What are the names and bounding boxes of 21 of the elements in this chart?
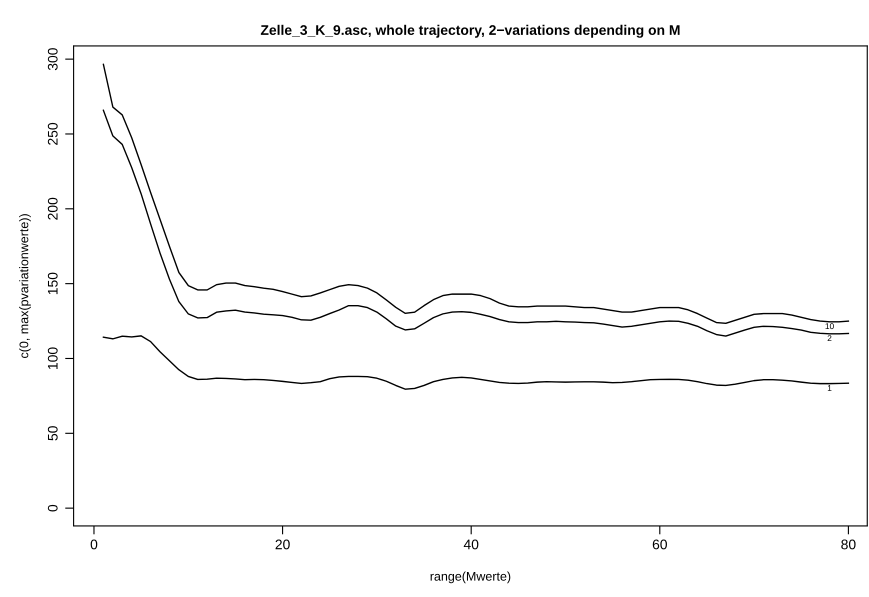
x-tick-label: 40 — [464, 540, 478, 550]
y-tick-label: 100 — [48, 347, 58, 370]
x-tick-label: 0 — [90, 540, 98, 550]
y-tick-label: 150 — [48, 272, 58, 294]
series-label: 1 — [828, 385, 832, 391]
line-series — [102, 64, 850, 324]
y-axis-title: c(0, max(pvariationwerte)) — [19, 214, 31, 358]
y-tick-label: 300 — [48, 48, 58, 70]
y-tick-label: 200 — [48, 198, 58, 220]
series-label: 2 — [828, 335, 832, 342]
x-tick-label: 20 — [276, 540, 290, 550]
chart-title: Zelle_3_K_9.asc, whole trajectory, 2−variations depending on M — [260, 24, 680, 38]
line-series — [102, 335, 850, 390]
x-tick-label: 60 — [652, 540, 667, 550]
series-label: 10 — [826, 323, 834, 330]
y-tick-label: 0 — [48, 504, 58, 512]
line-series — [102, 110, 850, 337]
x-axis-title: range(Mwerte) — [430, 572, 510, 584]
x-tick-label: 80 — [841, 540, 856, 550]
y-tick-label: 50 — [48, 426, 58, 440]
y-tick-label: 250 — [48, 122, 58, 145]
